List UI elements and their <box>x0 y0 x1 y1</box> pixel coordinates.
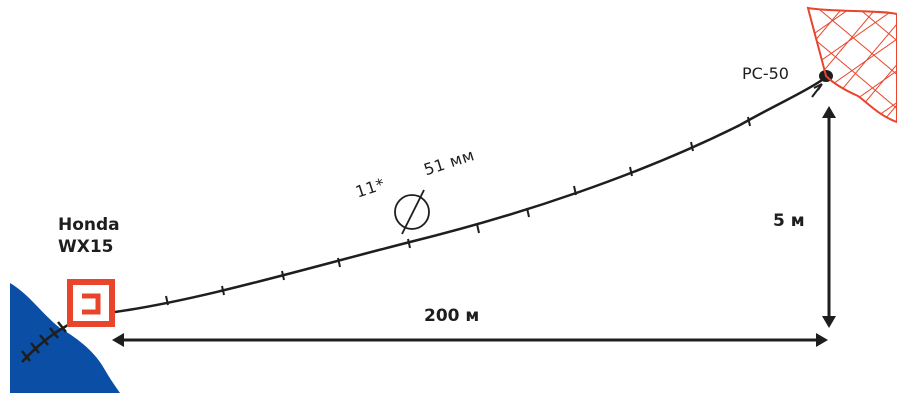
hose-couplings <box>165 116 751 306</box>
water-body <box>10 283 120 393</box>
distance-label: 200 м <box>424 306 480 326</box>
height-label: 5 м <box>773 211 805 231</box>
pump-icon <box>67 279 115 327</box>
distance-dimension <box>112 333 828 347</box>
fire-zone <box>806 6 897 124</box>
pump-model: WX15 <box>58 237 114 257</box>
fire-hose-line <box>114 78 823 314</box>
intake-hose <box>21 321 69 363</box>
pump-label: Honda WX15 <box>58 214 120 258</box>
diameter-icon <box>394 189 430 235</box>
pump-name: Honda <box>58 215 120 235</box>
height-dimension <box>822 106 836 328</box>
nozzle-label: РС-50 <box>742 64 789 83</box>
